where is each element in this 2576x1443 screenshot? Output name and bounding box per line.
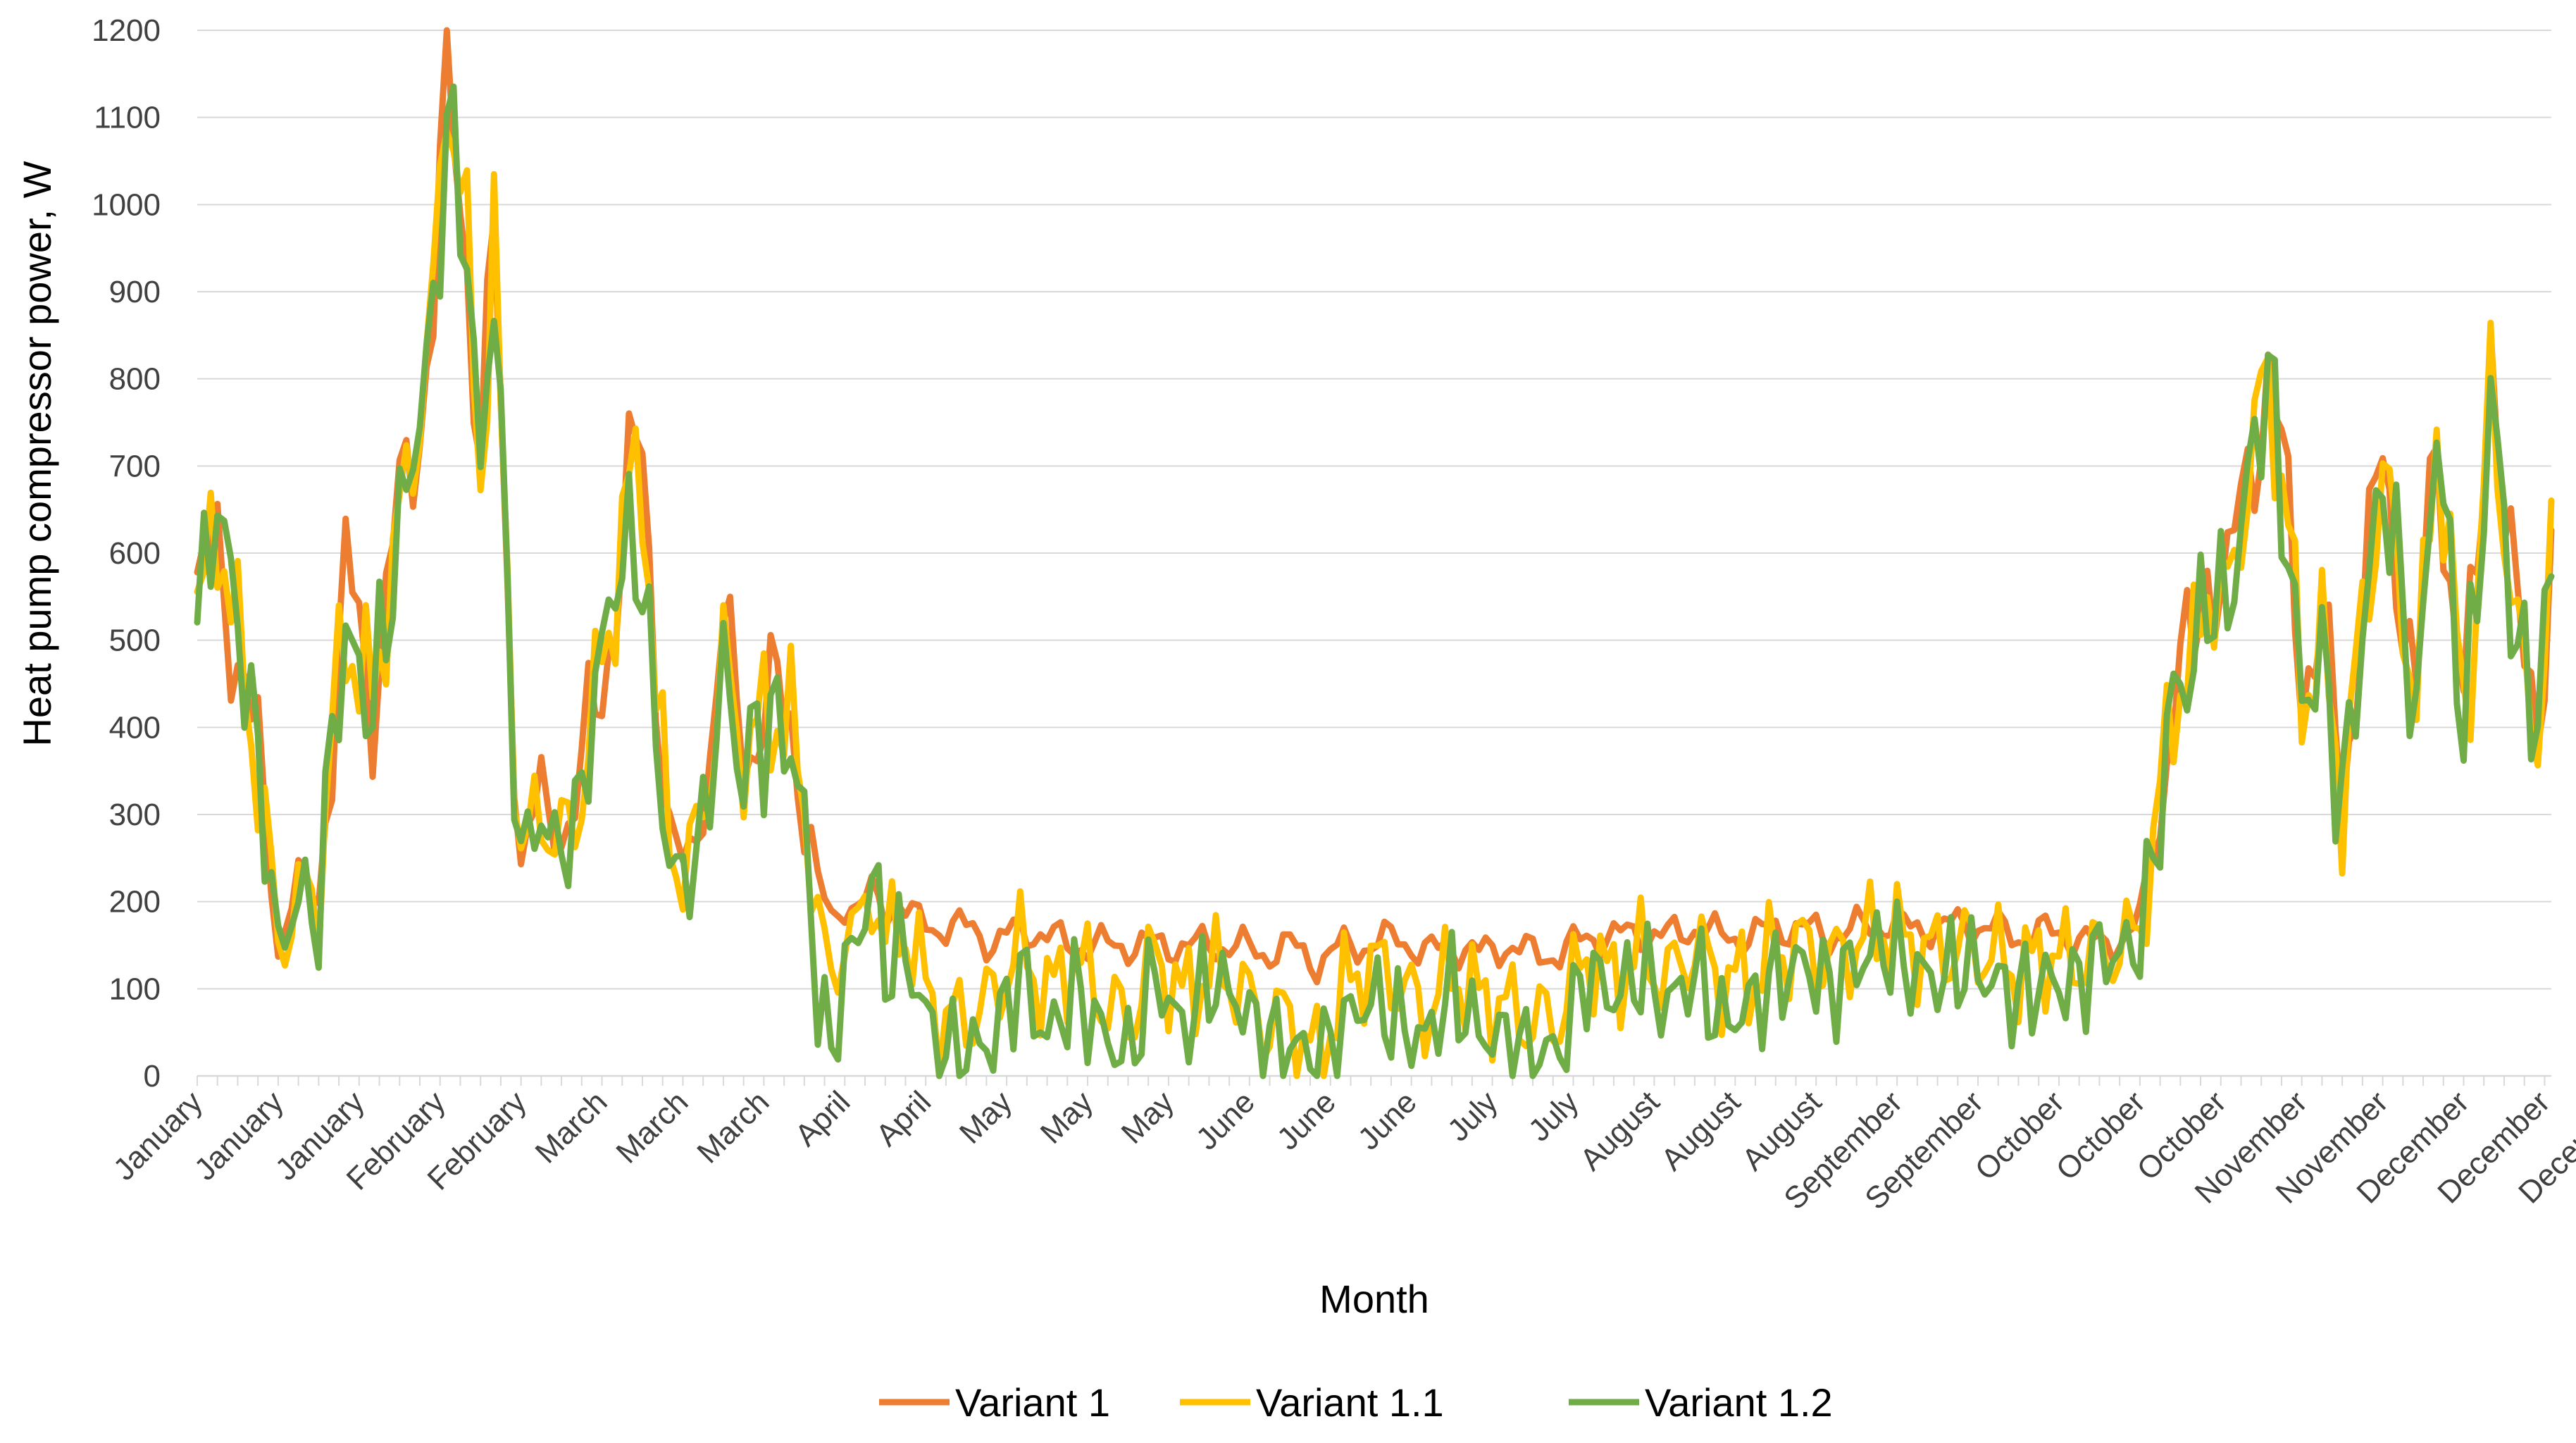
x-tick-label: August — [1574, 1084, 1667, 1177]
y-tick-label: 800 — [109, 362, 161, 397]
y-tick-label: 300 — [109, 798, 161, 832]
y-tick-label: 100 — [109, 972, 161, 1006]
x-tick-label: October — [1969, 1084, 2071, 1187]
x-axis — [197, 1074, 2551, 1086]
x-tick-label: June — [1190, 1084, 1262, 1156]
series-line-variant-1-2 — [194, 83, 2555, 1079]
x-tick-label: June — [1271, 1084, 1343, 1156]
y-tick-label: 0 — [144, 1059, 161, 1094]
x-tick-label: March — [529, 1084, 614, 1170]
legend-label-variant-1: Variant 1 — [955, 1380, 1110, 1425]
x-tick-label: May — [953, 1084, 1019, 1150]
y-tick-label: 500 — [109, 624, 161, 658]
x-tick-label: March — [609, 1084, 695, 1170]
y-tick-label: 600 — [109, 536, 161, 571]
y-axis-title: Heat pump compressor power, W — [15, 161, 59, 746]
x-tick-label: October — [2050, 1084, 2152, 1187]
x-tick-label: April — [869, 1084, 938, 1153]
gridlines — [197, 30, 2551, 990]
series-line-variant-1 — [194, 27, 2555, 986]
x-tick-label: April — [788, 1084, 857, 1153]
y-tick-label: 200 — [109, 885, 161, 919]
y-tick-label: 400 — [109, 710, 161, 745]
y-tick-label: 1200 — [92, 13, 161, 48]
x-tick-label: January — [188, 1084, 290, 1187]
y-axis-tick-labels: 0 100 200 300 400 500 600 700 800 900 1000 1100 1200 — [92, 13, 161, 1094]
y-tick-label: 1000 — [92, 187, 161, 222]
series-lines — [194, 27, 2555, 1079]
x-axis-tick-labels: JanuaryJanuaryJanuaryFebruaryFebruaryMar… — [107, 1084, 2576, 1216]
x-axis-title: Month — [1319, 1277, 1429, 1321]
x-tick-label: August — [1655, 1084, 1748, 1177]
x-tick-label: June — [1352, 1084, 1424, 1156]
y-tick-label: 900 — [109, 275, 161, 309]
x-tick-label: March — [690, 1084, 776, 1170]
x-tick-label: July — [1441, 1084, 1505, 1148]
x-tick-label: January — [107, 1084, 209, 1187]
x-tick-label: May — [1115, 1084, 1181, 1150]
y-tick-label: 700 — [109, 449, 161, 483]
x-tick-label: May — [1034, 1084, 1100, 1150]
legend-label-variant-1-2: Variant 1.2 — [1645, 1380, 1833, 1425]
legend-label-variant-1-1: Variant 1.1 — [1256, 1380, 1444, 1425]
y-tick-label: 1100 — [94, 101, 161, 135]
x-tick-label: July — [1522, 1084, 1586, 1148]
legend: Variant 1 Variant 1.1 Variant 1.2 — [879, 1380, 1833, 1425]
